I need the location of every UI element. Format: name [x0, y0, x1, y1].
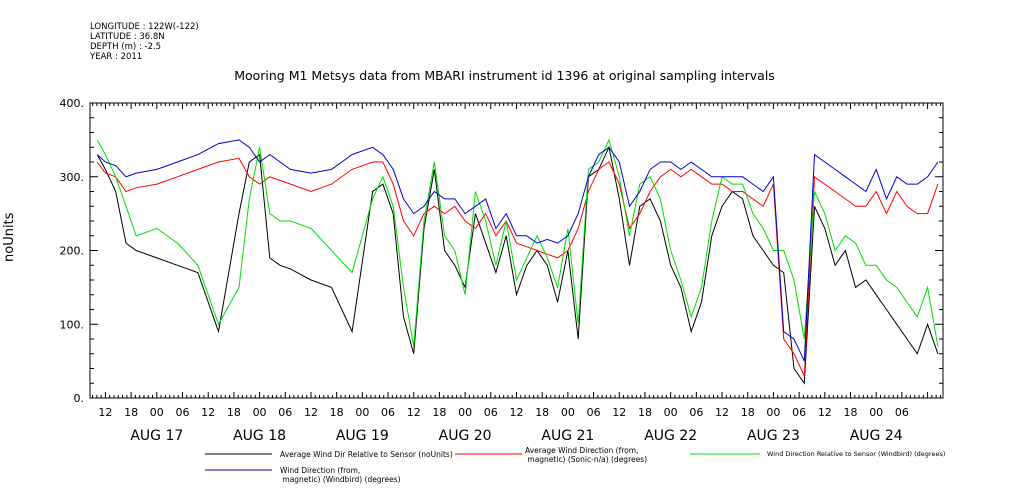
x-hour-label: 00	[355, 406, 369, 419]
x-hour-label: 06	[587, 406, 601, 419]
x-hour-label: 18	[227, 406, 241, 419]
x-day-label: AUG 23	[747, 428, 800, 444]
x-hour-label: 06	[484, 406, 498, 419]
legend-label-relative-dir: Average Wind Dir Relative to Sensor (noU…	[280, 450, 453, 459]
x-hour-label: 00	[766, 406, 780, 419]
series-line-2	[96, 138, 939, 347]
y-tick-label: 200.	[60, 245, 85, 258]
latitude-label: LATITUDE : 36.8N	[90, 32, 165, 42]
x-hour-label: 06	[278, 406, 292, 419]
series-line-1	[96, 157, 939, 377]
x-hour-label: 06	[895, 406, 909, 419]
x-day-label: AUG 18	[233, 428, 286, 444]
x-hour-label: 18	[638, 406, 652, 419]
year-label: YEAR : 2011	[90, 52, 143, 62]
x-day-label: AUG 20	[439, 428, 492, 444]
x-hour-label: 06	[689, 406, 703, 419]
x-hour-label: 12	[715, 406, 729, 419]
x-hour-label: 00	[150, 406, 164, 419]
x-day-label: AUG 17	[130, 428, 183, 444]
x-hour-label: 12	[201, 406, 215, 419]
series-line-0	[96, 145, 939, 385]
x-hour-label: 18	[741, 406, 755, 419]
x-hour-label: 18	[330, 406, 344, 419]
legend-windbird-line2: magnetic) (Windbird) (degrees)	[280, 475, 401, 484]
x-hour-label: 00	[253, 406, 267, 419]
x-day-label: AUG 22	[644, 428, 697, 444]
x-hour-label: 06	[381, 406, 395, 419]
legend-windbird-line1: Wind Direction (from,	[280, 466, 361, 475]
plot-frame	[89, 102, 944, 399]
longitude-label: LONGITUDE : 122W(-122)	[90, 22, 199, 32]
y-tick-label: 0.	[74, 392, 85, 405]
x-hour-label: 12	[612, 406, 626, 419]
x-day-label: AUG 21	[541, 428, 594, 444]
x-day-label: AUG 24	[850, 428, 903, 444]
legend-avg-line2: magnetic) (Sonic-n/a) (degrees)	[525, 455, 648, 464]
x-hour-label: 12	[304, 406, 318, 419]
legend-avg-line1: Average Wind Direction (from,	[525, 446, 639, 455]
depth-label: DEPTH (m) : -2.5	[90, 42, 162, 52]
x-hour-label: 18	[535, 406, 549, 419]
x-hour-label: 18	[124, 406, 138, 419]
x-hour-label: 12	[98, 406, 112, 419]
y-tick-label: 300.	[60, 171, 85, 184]
chart-title: Mooring M1 Metsys data from MBARI instru…	[234, 68, 775, 83]
x-hour-label: 00	[561, 406, 575, 419]
x-hour-label: 18	[844, 406, 858, 419]
x-hour-label: 06	[792, 406, 806, 419]
x-hour-label: 12	[510, 406, 524, 419]
series-line-3	[96, 139, 939, 362]
x-hour-label: 12	[818, 406, 832, 419]
x-hour-label: 00	[869, 406, 883, 419]
x-hour-label: 12	[407, 406, 421, 419]
y-tick-label: 100.	[60, 318, 85, 331]
legend-label-windbird-relative: Wind Direction Relative to Sensor (Windb…	[767, 450, 946, 458]
x-day-label: AUG 19	[336, 428, 389, 444]
legend-label-windbird-dir: Wind Direction (from, magnetic) (Windbir…	[280, 466, 401, 484]
legend-label-avg-dir: Average Wind Direction (from, magnetic) …	[525, 446, 647, 464]
x-hour-label: 00	[664, 406, 678, 419]
x-hour-label: 06	[175, 406, 189, 419]
x-hour-label: 18	[432, 406, 446, 419]
y-tick-label: 400.	[60, 97, 85, 110]
x-hour-label: 00	[458, 406, 472, 419]
